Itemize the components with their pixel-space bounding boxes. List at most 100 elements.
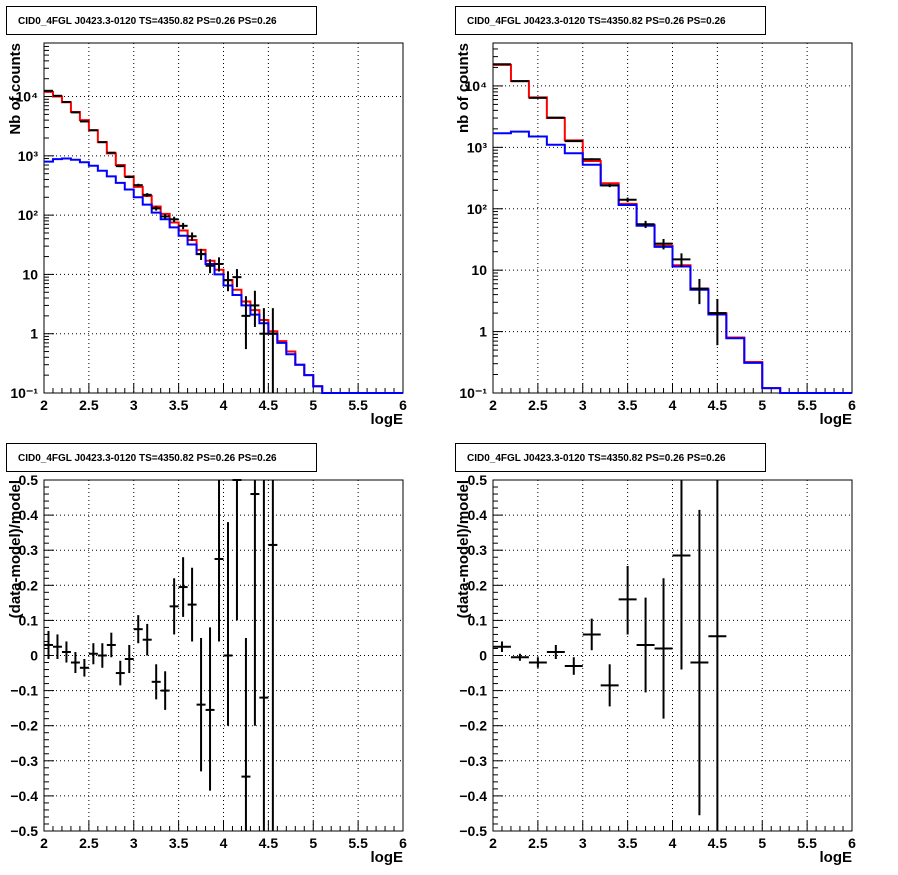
- y-tick-label: 0.3: [468, 542, 488, 558]
- data-point: [160, 671, 170, 710]
- data-point: [142, 623, 152, 656]
- y-tick-label: 10³: [18, 148, 39, 164]
- x-tick-label: 4: [669, 835, 677, 851]
- data-points: [44, 479, 278, 831]
- data-point: [151, 664, 161, 700]
- data-point: [564, 140, 583, 143]
- data-points: [44, 89, 278, 393]
- x-tick-label: 3.5: [618, 835, 638, 851]
- y-tick-label: 0.1: [468, 612, 488, 628]
- data-point: [564, 657, 583, 675]
- data-point: [142, 193, 152, 197]
- x-tick-label: 3.5: [618, 397, 638, 413]
- y-tick-label: 10⁻¹: [459, 385, 487, 401]
- data-point: [61, 100, 71, 103]
- x-tick-label: 5: [758, 835, 766, 851]
- data-point: [205, 627, 215, 791]
- panel-top-left: CID0_4FGL J0423.3-0120 TS=4350.82 PS=0.2…: [6, 6, 407, 428]
- y-tick-label: 0.5: [468, 472, 488, 488]
- data-point: [61, 641, 71, 663]
- data-point: [97, 643, 107, 668]
- data-point: [636, 597, 655, 693]
- x-tick-label: 6: [848, 397, 856, 413]
- data-point: [214, 257, 224, 272]
- x-tick-label: 5: [758, 397, 766, 413]
- x-tick-label: 5.5: [348, 397, 368, 413]
- x-tick-label: 2.5: [528, 397, 548, 413]
- data-point: [528, 96, 547, 99]
- data-point: [133, 183, 143, 187]
- chart-title: CID0_4FGL J0423.3-0120 TS=4350.82 PS=0.2…: [467, 16, 726, 27]
- data-point: [106, 632, 116, 658]
- x-tick-label: 5.5: [797, 397, 817, 413]
- data-point: [88, 129, 98, 132]
- data-point: [493, 641, 511, 652]
- data-point: [654, 578, 673, 719]
- x-tick-label: 4: [220, 397, 228, 413]
- x-tick-label: 2.5: [79, 397, 99, 413]
- x-axis-label: logE: [820, 411, 853, 428]
- y-tick-label: 10: [22, 266, 38, 282]
- data-point: [618, 197, 637, 203]
- series-line-blue: [493, 130, 852, 394]
- x-tick-label: 2.5: [79, 835, 99, 851]
- data-point: [115, 660, 125, 686]
- x-axis-label: logE: [371, 849, 404, 866]
- data-point: [708, 298, 727, 346]
- panel-bottom-right: CID0_4FGL J0423.3-0120 TS=4350.82 PS=0.2…: [455, 443, 856, 866]
- y-tick-label: 0.4: [468, 507, 488, 523]
- data-point: [672, 253, 691, 268]
- y-tick-label: −0.3: [10, 753, 38, 769]
- y-tick-label: 0.1: [19, 612, 39, 628]
- data-point: [124, 175, 134, 179]
- x-tick-label: 5.5: [797, 835, 817, 851]
- data-point: [196, 637, 206, 772]
- chart-title: CID0_4FGL J0423.3-0120 TS=4350.82 PS=0.2…: [18, 453, 277, 464]
- data-point: [79, 659, 89, 677]
- x-axis-label: logE: [820, 849, 853, 866]
- data-point: [582, 618, 601, 651]
- x-tick-label: 3: [130, 397, 138, 413]
- data-point: [510, 653, 529, 661]
- y-axis-label: (data-model)/model: [455, 480, 472, 618]
- data-point: [618, 565, 637, 635]
- data-point: [169, 216, 179, 223]
- data-point: [259, 308, 269, 393]
- data-point: [178, 222, 188, 230]
- data-point: [690, 278, 709, 305]
- y-tick-label: 10⁻¹: [10, 385, 38, 401]
- x-tick-label: 4.5: [708, 835, 728, 851]
- data-point: [241, 296, 251, 350]
- x-tick-label: 3: [579, 835, 587, 851]
- title-box: [455, 443, 766, 472]
- data-point: [44, 630, 53, 660]
- data-point: [187, 232, 197, 241]
- data-point: [70, 651, 80, 674]
- title-box: [6, 6, 317, 35]
- title-box: [6, 443, 317, 472]
- y-axis-label: (data-model)/model: [7, 480, 24, 618]
- data-point: [241, 637, 251, 831]
- x-tick-label: 6: [848, 835, 856, 851]
- data-point: [52, 634, 62, 660]
- data-point: [187, 567, 197, 642]
- y-tick-label: 10²: [467, 201, 488, 217]
- y-tick-label: 0.2: [19, 577, 39, 593]
- y-tick-label: 0.5: [19, 472, 39, 488]
- data-point: [133, 615, 143, 644]
- y-tick-label: −0.4: [10, 788, 38, 804]
- data-point: [654, 238, 673, 250]
- data-point: [205, 259, 215, 274]
- x-tick-label: 5: [309, 397, 317, 413]
- data-point: [214, 480, 224, 642]
- data-point: [151, 206, 161, 211]
- data-point: [106, 151, 116, 154]
- y-axis-label: Nb of counts: [7, 43, 24, 135]
- chart-title: CID0_4FGL J0423.3-0120 TS=4350.82 PS=0.2…: [467, 453, 726, 464]
- data-points: [493, 63, 727, 346]
- data-point: [169, 578, 179, 635]
- data-point: [582, 158, 601, 161]
- chart-title: CID0_4FGL J0423.3-0120 TS=4350.82 PS=0.2…: [18, 16, 277, 27]
- x-tick-label: 2.5: [528, 835, 548, 851]
- data-point: [79, 120, 89, 123]
